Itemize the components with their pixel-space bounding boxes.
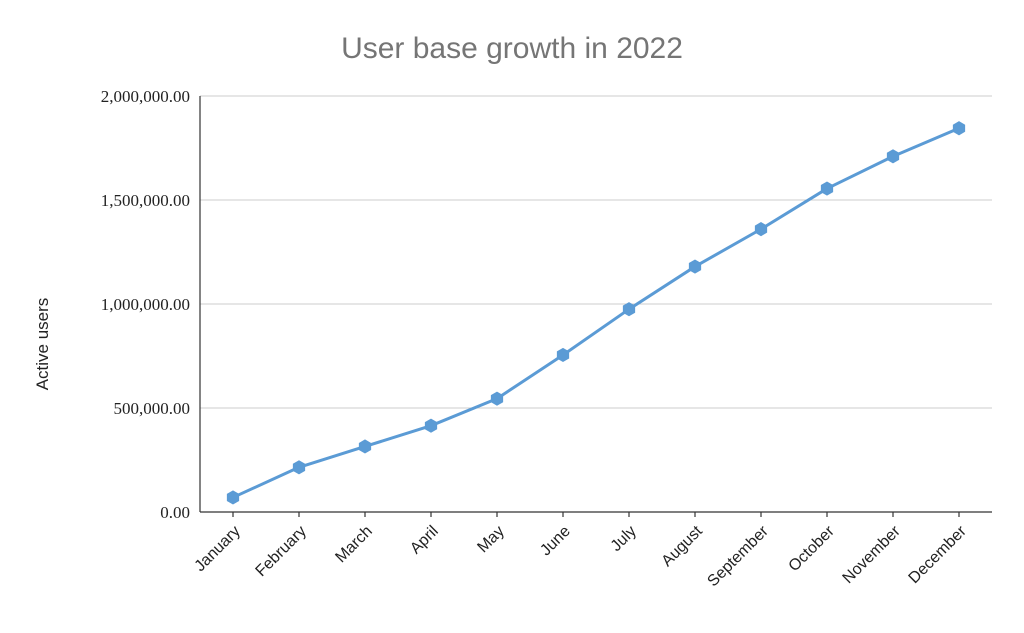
data-point [292,460,306,475]
data-point [490,391,504,406]
y-tick-label: 500,000.00 [114,399,191,418]
x-tick-label: October [786,522,839,575]
x-tick-label: May [474,523,507,556]
data-point [754,222,768,237]
x-tick-label: February [253,523,310,580]
y-tick-label: 1,000,000.00 [101,295,190,314]
chart-title: User base growth in 2022 [341,32,683,65]
x-tick-label: December [906,522,971,587]
data-point [952,121,966,136]
series-active-users [226,121,966,505]
x-tick-label: August [659,522,707,570]
x-tick-label: September [704,522,772,590]
x-tick-label: January [192,523,244,575]
x-tick-label: June [537,523,574,560]
x-tick-label: July [608,523,640,555]
data-point [358,439,372,454]
data-point [622,302,636,317]
data-point [688,259,702,274]
series-line [232,126,960,499]
x-tick-label: April [407,523,442,558]
data-point [226,490,240,505]
x-axis-ticks: January February March April May June July Augu… [192,512,971,590]
y-tick-label: 2,000,000.00 [101,87,190,106]
x-tick-label: November [840,522,905,587]
gridlines [200,95,992,409]
data-point [556,347,570,363]
data-point [886,149,900,164]
x-tick-label: March [332,523,375,566]
data-point [820,181,834,196]
y-tick-label: 1,500,000.00 [101,191,190,210]
data-point [424,418,438,433]
y-axis-title: Active users [33,298,52,391]
y-axis-ticks: 0.00 500,000.00 1,000,000.00 1,500,000.00 2,… [101,87,190,522]
y-tick-label: 0.00 [160,503,190,522]
